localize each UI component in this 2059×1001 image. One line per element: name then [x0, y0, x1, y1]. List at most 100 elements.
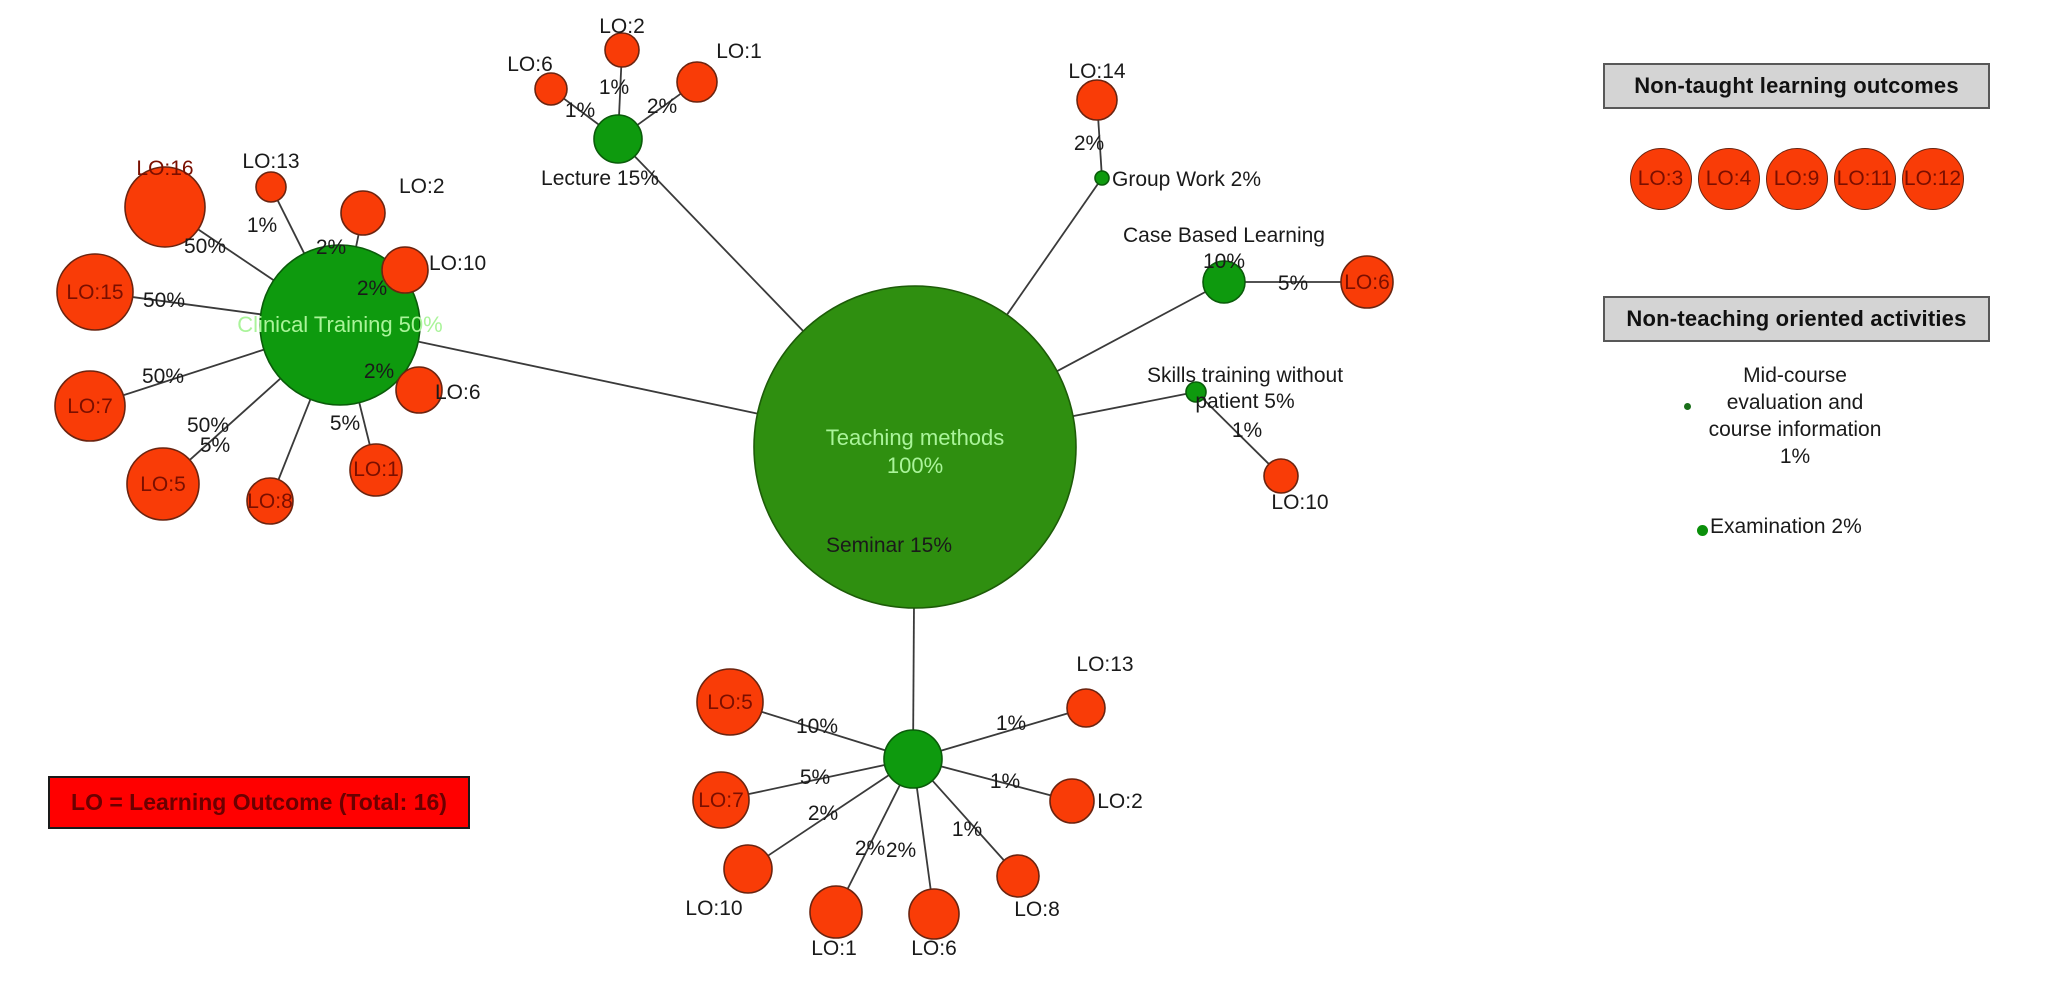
edge-clinical-training-to-lo-lo16-0	[197, 228, 275, 282]
node-lo-seminar-lo7-7[interactable]	[692, 771, 750, 829]
node-lo-clinical-training-lo15-9[interactable]	[56, 253, 134, 331]
lo-label-clinical-training-lo1-5: LO:1	[353, 458, 399, 481]
edge-layer	[123, 66, 1341, 890]
node-lecture[interactable]	[593, 114, 643, 164]
lo-label-lecture-lo2-1: LO:2	[599, 15, 645, 38]
edge-percent-lecture-lo6-0: 1%	[565, 99, 595, 122]
node-lo-seminar-lo8-3[interactable]	[996, 854, 1040, 898]
legend-header-non-teaching-oriented-activities: Non-teaching oriented activities	[1603, 296, 1990, 342]
lo-label-group-work-lo14-0: LO:14	[1068, 60, 1126, 83]
node-layer	[54, 32, 1394, 940]
edge-percent-case-based-learning-lo6-0: 5%	[1278, 272, 1308, 295]
edge-seminar-to-lo-lo5-0	[761, 710, 886, 752]
edge-clinical-training-to-lo-lo15-9	[132, 296, 261, 316]
edge-clinical-training-to-lo-lo13-1	[276, 200, 306, 254]
node-lo-lecture-lo6-0[interactable]	[534, 72, 568, 106]
edge-percent-group-work-lo14-0: 2%	[1074, 132, 1104, 155]
edge-percent-clinical-training-lo6-4: 2%	[364, 360, 394, 383]
node-lo-clinical-training-lo16-0[interactable]	[124, 166, 206, 248]
edge-root-to-case-based-learning	[1056, 291, 1206, 372]
edge-group-work-to-lo-lo14-0	[1097, 119, 1103, 172]
node-lo-clinical-training-lo6-4[interactable]	[395, 366, 443, 414]
node-case-based-learning[interactable]	[1202, 260, 1246, 304]
node-lo-seminar-lo6-4[interactable]	[908, 888, 960, 940]
node-lo-clinical-training-lo2-2[interactable]	[340, 190, 386, 236]
node-lo-lecture-lo1-2[interactable]	[676, 61, 718, 103]
lo-label-seminar-lo6-4: LO:6	[911, 937, 957, 960]
node-lo-clinical-training-lo7-8[interactable]	[54, 370, 126, 442]
node-skills-training[interactable]	[1185, 381, 1207, 403]
node-lo-lecture-lo2-1[interactable]	[604, 32, 640, 68]
node-lo-skills-training-lo10-0[interactable]	[1263, 458, 1299, 494]
edge-lecture-to-lo-lo6-0	[563, 97, 600, 126]
node-seminar[interactable]	[883, 729, 943, 789]
label-layer: Teaching methods 100% Clinical Training 50…	[66, 15, 1389, 960]
edge-percent-seminar-lo6-4: 2%	[886, 839, 916, 862]
node-label-seminar: Seminar 15%	[826, 534, 952, 557]
edge-clinical-training-to-lo-lo5-7	[189, 377, 282, 461]
edge-root-to-clinical-training	[418, 340, 758, 415]
edge-seminar-to-lo-lo10-6	[767, 774, 890, 857]
legend-non-taught-outcome-lo3[interactable]: LO:3	[1629, 148, 1692, 210]
lo-label-clinical-training-lo5-7: LO:5	[140, 473, 186, 496]
node-lo-clinical-training-lo13-1[interactable]	[255, 171, 287, 203]
edge-clinical-training-to-lo-lo8-6	[277, 399, 312, 480]
lo-label-clinical-training-lo16-0: LO:16	[136, 157, 193, 180]
edge-clinical-training-to-lo-lo7-8	[123, 348, 265, 397]
edge-root-to-skills-training	[1072, 393, 1187, 417]
node-label-case-based-learning-line1: Case Based Learning	[1123, 224, 1325, 247]
node-lo-seminar-lo5-0[interactable]	[696, 668, 764, 736]
lo-label-clinical-training-lo8-6: LO:8	[247, 490, 293, 513]
lo-label-seminar-lo1-5: LO:1	[811, 937, 857, 960]
legend-non-taught-outcome-label: LO:4	[1705, 167, 1752, 190]
edge-clinical-training-to-lo-lo1-5	[358, 402, 371, 445]
edge-percent-clinical-training-lo8-6: 5%	[200, 434, 230, 457]
legend-header-non-taught-learning-outcomes: Non-taught learning outcomes	[1603, 63, 1990, 109]
edge-percent-clinical-training-lo2-2: 2%	[316, 236, 346, 259]
edge-percent-clinical-training-lo10-3: 2%	[357, 277, 387, 300]
node-lo-seminar-lo13-1[interactable]	[1066, 688, 1106, 728]
node-lo-seminar-lo10-6[interactable]	[723, 844, 773, 894]
lo-label-lecture-lo1-2: LO:1	[716, 40, 762, 63]
edge-percent-clinical-training-lo13-1: 1%	[247, 214, 277, 237]
lo-label-seminar-lo7-7: LO:7	[698, 789, 744, 812]
edge-percent-lecture-lo1-2: 2%	[647, 95, 677, 118]
lo-label-clinical-training-lo6-4: LO:6	[435, 381, 481, 404]
legend-non-taught-outcome-list: LO:3 LO:4 LO:9 LO:11 LO:12	[1603, 147, 1990, 211]
lo-label-seminar-lo5-0: LO:5	[707, 691, 753, 714]
node-clinical-training[interactable]	[259, 244, 421, 406]
legend-non-taught-outcome-lo12[interactable]: LO:12	[1901, 148, 1964, 210]
edge-percent-clinical-training-lo15-9: 50%	[143, 289, 185, 312]
node-label-skills-training-line1: Skills training without	[1147, 364, 1343, 387]
legend-non-taught-outcome-lo9[interactable]: LO:9	[1765, 148, 1828, 210]
node-lo-group-work-lo14-0[interactable]	[1076, 79, 1118, 121]
lo-label-clinical-training-lo2-2: LO:2	[399, 175, 445, 198]
edge-root-to-seminar	[912, 607, 915, 731]
edge-lecture-to-lo-lo1-2	[636, 92, 682, 126]
node-lo-seminar-lo2-2[interactable]	[1049, 778, 1095, 824]
node-lo-clinical-training-lo5-7[interactable]	[126, 447, 200, 521]
node-lo-seminar-lo1-5[interactable]	[809, 885, 863, 939]
non-teaching-activity-dot-icon	[1684, 403, 1691, 410]
node-value-teaching-methods: 100%	[887, 453, 943, 478]
nta-line-4: 1%	[1779, 445, 1811, 468]
edge-seminar-to-lo-lo13-1	[940, 712, 1069, 752]
edge-percent-clinical-training-lo5-7: 50%	[187, 414, 229, 437]
node-teaching-methods[interactable]	[753, 285, 1077, 609]
node-lo-case-based-learning-lo6-0[interactable]	[1340, 255, 1394, 309]
edge-lecture-to-lo-lo2-1	[618, 66, 623, 116]
legend-non-taught-outcome-lo4[interactable]: LO:4	[1697, 148, 1760, 210]
node-label-group-work: Group Work 2%	[1112, 168, 1261, 191]
node-lo-clinical-training-lo8-6[interactable]	[246, 477, 294, 525]
edge-percent-seminar-lo8-3: 1%	[952, 818, 982, 841]
node-group-work[interactable]	[1094, 170, 1110, 186]
node-lo-clinical-training-lo1-5[interactable]	[349, 443, 403, 497]
legend-non-taught-outcome-lo11[interactable]: LO:11	[1833, 148, 1896, 210]
edge-percent-seminar-lo7-7: 5%	[800, 766, 830, 789]
edge-percent-seminar-lo10-6: 2%	[808, 802, 838, 825]
node-lo-clinical-training-lo10-3[interactable]	[381, 246, 429, 294]
edge-percent-skills-training-lo10-0: 1%	[1232, 419, 1262, 442]
edge-seminar-to-lo-lo1-5	[846, 784, 901, 890]
edge-seminar-to-lo-lo8-3	[931, 779, 1005, 861]
